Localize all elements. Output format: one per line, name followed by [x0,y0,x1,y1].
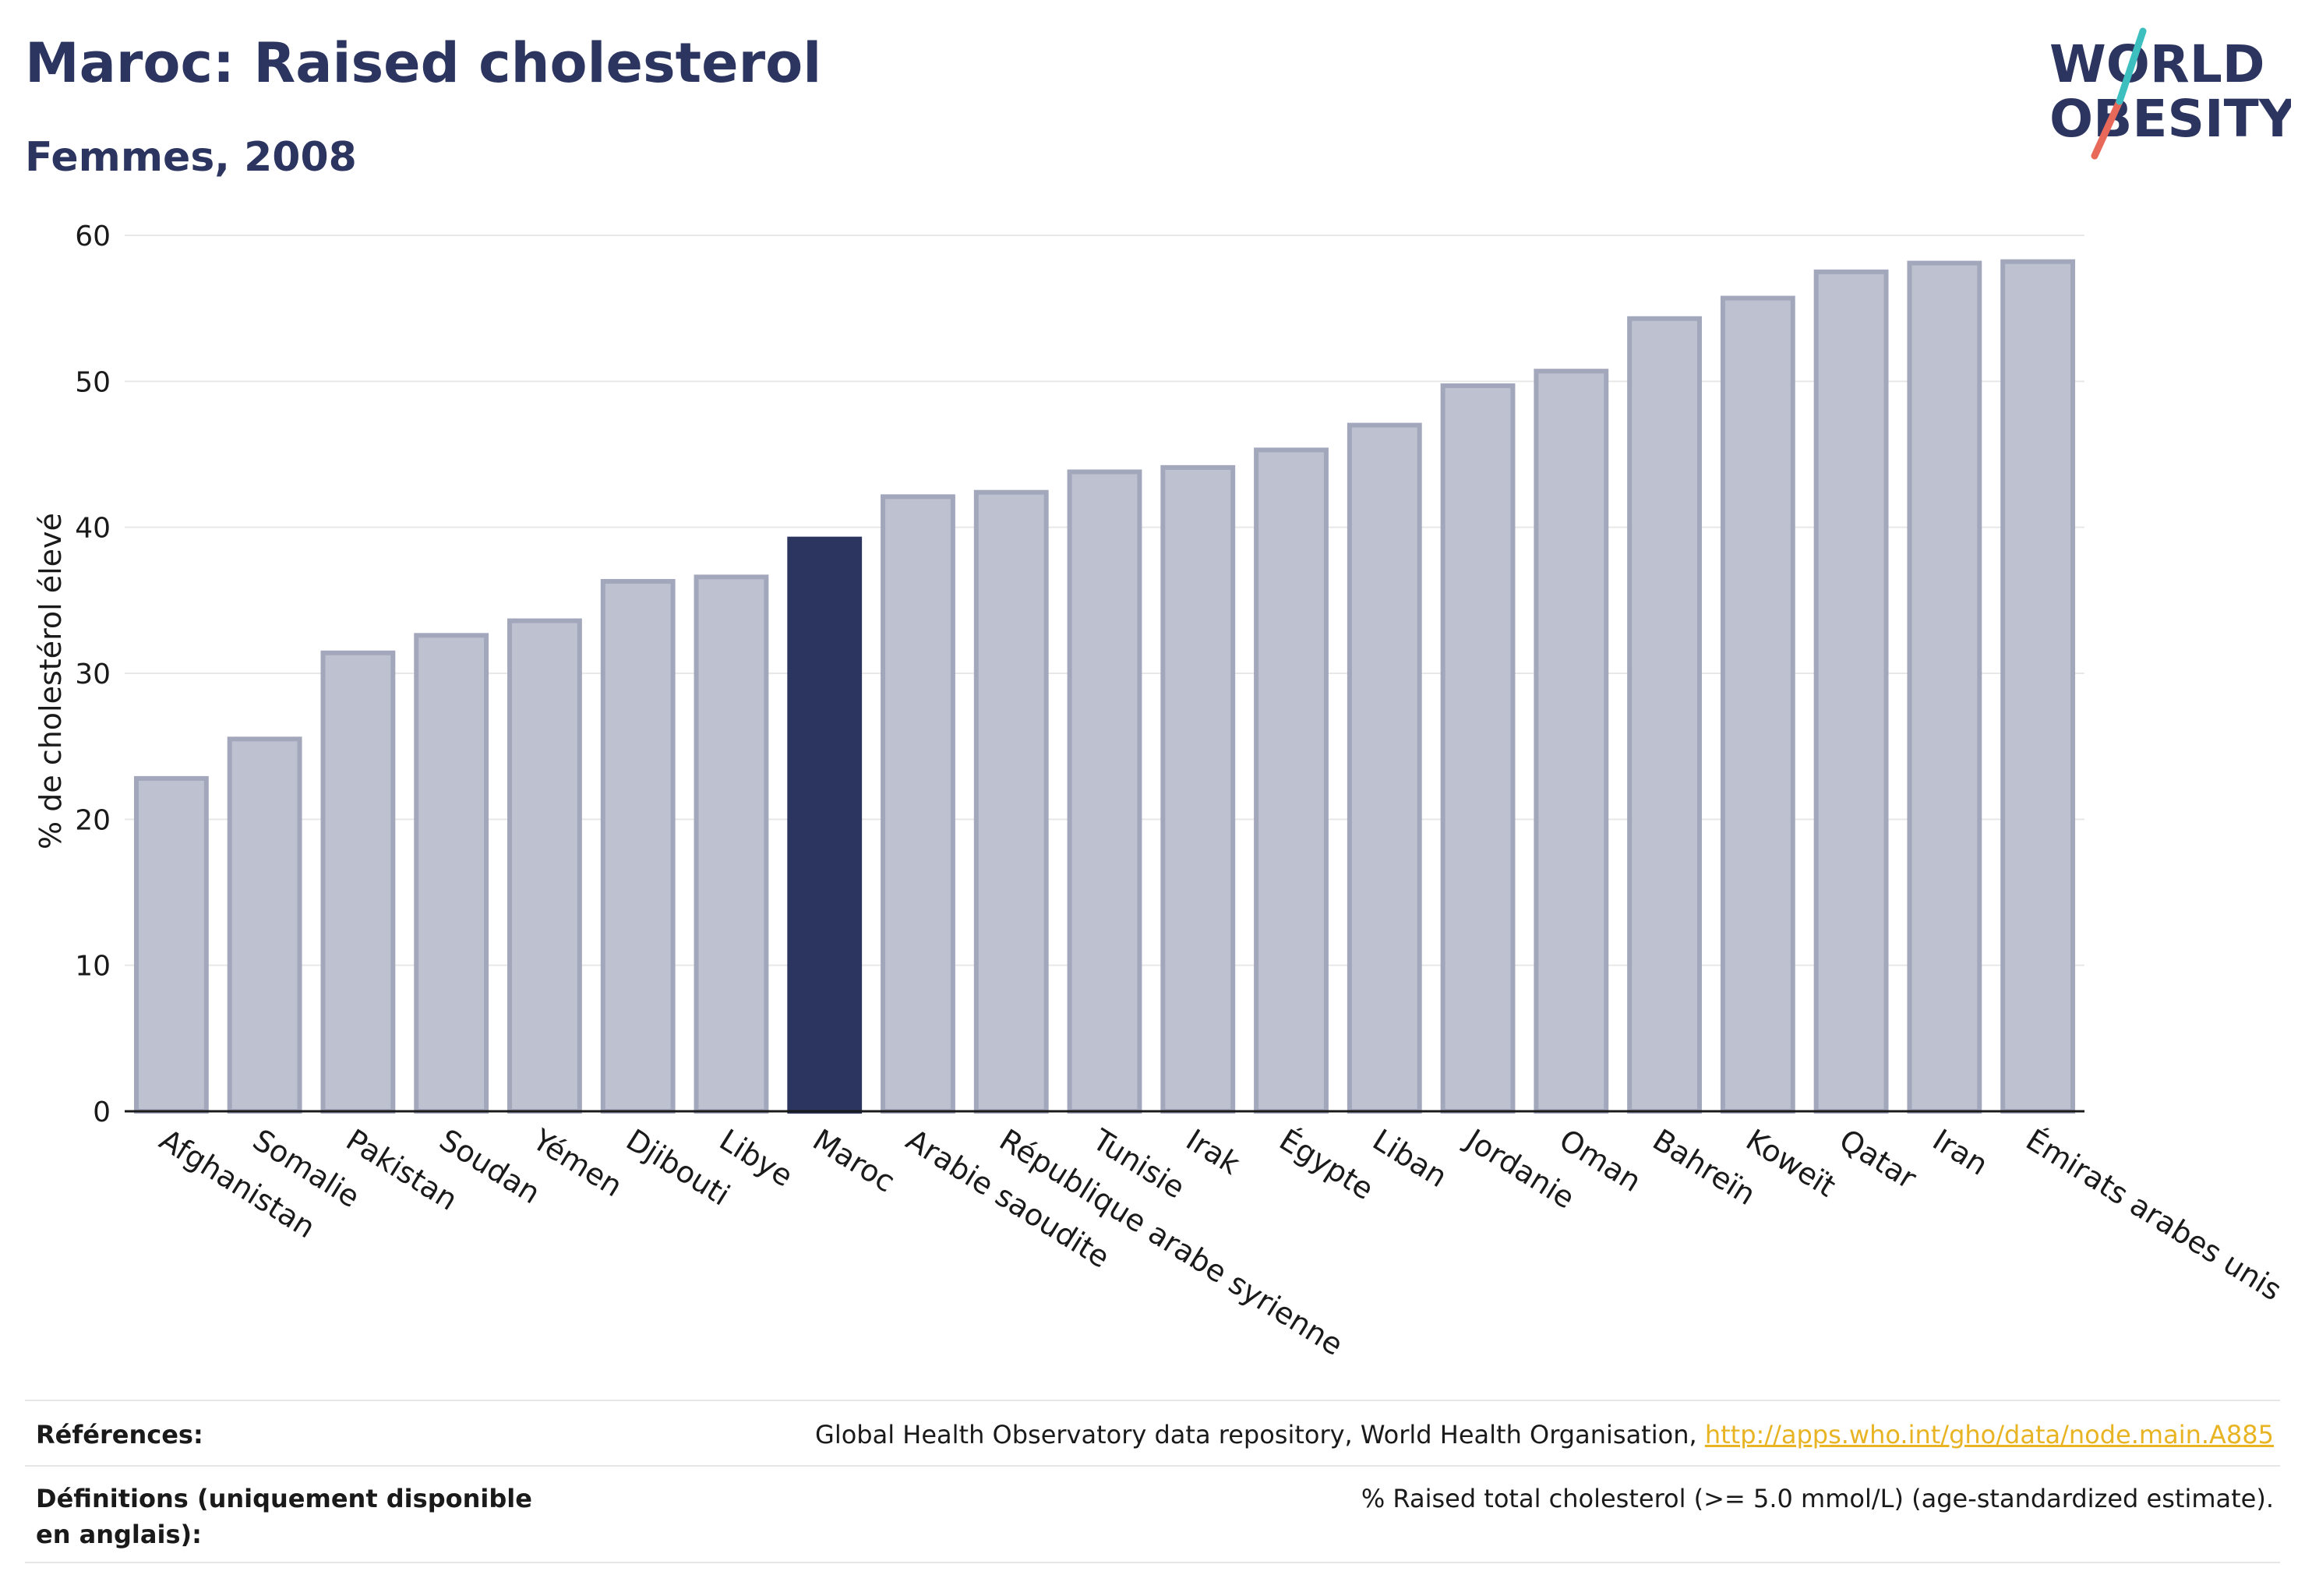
bar [1907,260,1982,1114]
logo-line-1: WORLD [2049,34,2265,94]
logo-line-2: OBESITY [2049,89,2291,149]
y-axis-label: % de cholestérol élevé [34,513,68,849]
x-tick-label: Djibouti [620,1122,736,1212]
x-tick-label: Liban [1367,1122,1453,1194]
x-tick-label: Égypte [1273,1122,1379,1206]
y-tick-label: 30 [75,659,111,690]
y-tick-label: 10 [75,951,111,983]
bar [133,775,209,1114]
bar [507,618,582,1114]
bar [227,736,302,1114]
y-tick-label: 0 [93,1096,111,1128]
x-tick-label: Irak [1180,1122,1245,1181]
references-text: Global Health Observatory data repositor… [815,1417,2274,1453]
bar [600,578,676,1114]
x-tick-label: Qatar [1834,1122,1922,1195]
chart-subtitle: Femmes, 2008 [25,134,357,181]
bar [1627,316,1702,1114]
bar [1813,269,1889,1114]
footer-divider [25,1400,2280,1401]
x-tick-label: Afghanistan [154,1122,321,1245]
bar [414,633,489,1114]
y-tick-label: 50 [75,366,111,398]
references-link[interactable]: http://apps.who.int/gho/data/node.main.A… [1704,1420,2274,1449]
footer-divider [25,1562,2280,1563]
bar [320,650,396,1114]
definitions-text: % Raised total cholesterol (>= 5.0 mmol/… [1361,1484,2274,1513]
bar-chart: 0 10 20 30 40 50 60 % de cholestérol élevé Afgha… [34,221,2288,1362]
bar [694,574,769,1114]
x-tick-label: Émirats arabes unis [2020,1122,2287,1307]
references-source: Global Health Observatory data repositor… [815,1420,1705,1449]
footer-divider [25,1465,2280,1467]
x-tick-label: Yémen [526,1122,628,1204]
bar [1347,422,1422,1114]
definitions-label: Définitions (uniquement disponible en an… [36,1484,532,1549]
bar [1067,469,1142,1114]
bar [973,489,1049,1114]
bar [1720,295,1795,1114]
y-tick-label: 40 [75,513,111,545]
world-obesity-logo: WORLD OBESITY [2049,27,2291,160]
x-tick-label: Iran [1927,1122,1994,1182]
bar [1534,369,1609,1114]
references-label: Références: [36,1420,203,1449]
y-tick-label: 20 [75,804,111,836]
x-tick-label: Maroc [807,1122,901,1199]
bar [1160,464,1236,1114]
bar [1440,383,1516,1114]
chart-title: Maroc: Raised cholesterol [25,31,822,95]
bar [787,536,863,1114]
bar [2000,259,2076,1114]
bar [881,494,955,1114]
x-tick-label: Bahreïn [1647,1122,1761,1212]
y-tick-label: 60 [75,221,111,252]
x-tick-label: Jordanie [1459,1121,1580,1215]
bar [1254,447,1329,1114]
